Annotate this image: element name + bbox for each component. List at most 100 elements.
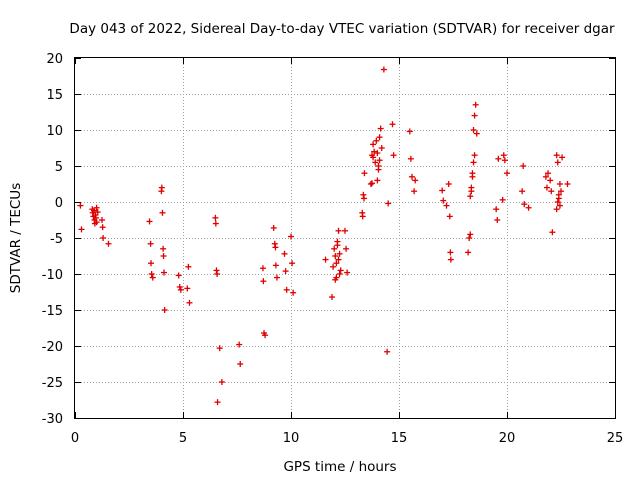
data-point <box>542 173 549 180</box>
data-point <box>447 249 454 256</box>
data-point <box>440 197 447 204</box>
data-point <box>372 159 379 166</box>
data-point <box>470 127 477 133</box>
data-point <box>262 332 269 339</box>
data-point <box>147 240 154 247</box>
data-point <box>376 134 383 141</box>
data-point <box>177 286 184 293</box>
data-point <box>558 188 564 195</box>
data-point <box>467 193 474 200</box>
data-point <box>493 206 500 213</box>
data-point <box>214 271 221 277</box>
data-point <box>337 267 344 274</box>
x-tick-label: 15 <box>391 431 408 446</box>
data-point <box>185 263 192 270</box>
data-point <box>184 285 191 292</box>
axis-ticks <box>75 58 616 419</box>
data-point <box>520 163 527 169</box>
data-point <box>273 274 280 281</box>
x-tick-labels: 0 5 10 15 20 25 <box>71 431 623 446</box>
data-point <box>343 245 350 252</box>
data-point <box>443 202 450 209</box>
data-point <box>105 240 112 247</box>
data-point <box>494 217 501 223</box>
data-point <box>359 213 366 220</box>
data-point <box>99 224 106 231</box>
y-tick-label: -20 <box>42 340 63 355</box>
data-point <box>330 263 337 270</box>
data-point <box>407 155 414 162</box>
data-point <box>556 181 563 187</box>
data-point <box>471 152 478 159</box>
data-point <box>94 209 101 216</box>
data-point <box>160 269 167 276</box>
data-point <box>445 181 452 187</box>
data-point <box>160 245 167 252</box>
data-point <box>272 262 279 269</box>
data-point <box>332 253 339 259</box>
y-tick-label: 15 <box>46 88 63 103</box>
data-point <box>519 188 526 195</box>
plot-frame <box>74 57 616 419</box>
data-point <box>554 159 561 166</box>
data-point <box>214 399 221 406</box>
data-point <box>212 220 219 227</box>
data-point <box>333 260 340 267</box>
y-tick-label: 10 <box>46 124 63 139</box>
data-point <box>495 155 502 162</box>
data-point <box>160 253 167 259</box>
data-point <box>148 260 155 267</box>
data-point <box>331 245 338 252</box>
data-point <box>504 170 510 177</box>
y-tick-label: 20 <box>46 52 63 67</box>
data-point <box>439 187 446 194</box>
data-point <box>270 224 277 231</box>
data-point <box>499 196 506 203</box>
data-point <box>376 157 383 164</box>
data-point <box>408 173 415 180</box>
data-point <box>290 289 297 296</box>
data-point <box>554 199 561 205</box>
data-point <box>336 271 343 277</box>
data-point <box>549 229 556 236</box>
data-point <box>186 299 193 306</box>
data-point <box>472 101 479 108</box>
data-point <box>288 233 294 240</box>
y-tick-label: -25 <box>42 376 63 391</box>
y-tick-label: 5 <box>55 160 63 175</box>
data-point <box>367 181 374 187</box>
data-point <box>335 256 342 263</box>
data-point <box>361 170 368 177</box>
data-point <box>237 361 244 367</box>
grid-lines <box>75 58 615 418</box>
data-point <box>390 152 397 159</box>
data-point <box>148 271 155 277</box>
data-point <box>260 278 267 285</box>
data-point <box>406 128 413 135</box>
data-point <box>468 188 475 195</box>
data-point <box>469 170 476 177</box>
data-point <box>377 125 384 132</box>
x-tick-label: 25 <box>607 431 624 446</box>
data-point <box>272 244 279 251</box>
data-point <box>282 268 289 275</box>
data-point <box>543 184 550 191</box>
data-point <box>525 204 532 211</box>
data-point <box>93 204 100 211</box>
data-point <box>375 166 382 173</box>
data-point <box>547 177 554 184</box>
data-point <box>370 141 377 148</box>
data-point <box>447 256 454 263</box>
data-point <box>218 379 225 385</box>
data-point <box>146 218 153 225</box>
x-axis-label: GPS time / hours <box>283 459 396 475</box>
data-point <box>161 307 168 313</box>
data-point <box>467 231 474 238</box>
data-point <box>385 200 392 207</box>
data-point <box>334 238 341 245</box>
x-tick-label: 5 <box>179 431 187 446</box>
data-point <box>289 260 296 267</box>
data-point <box>380 66 387 73</box>
data-point <box>548 188 555 195</box>
